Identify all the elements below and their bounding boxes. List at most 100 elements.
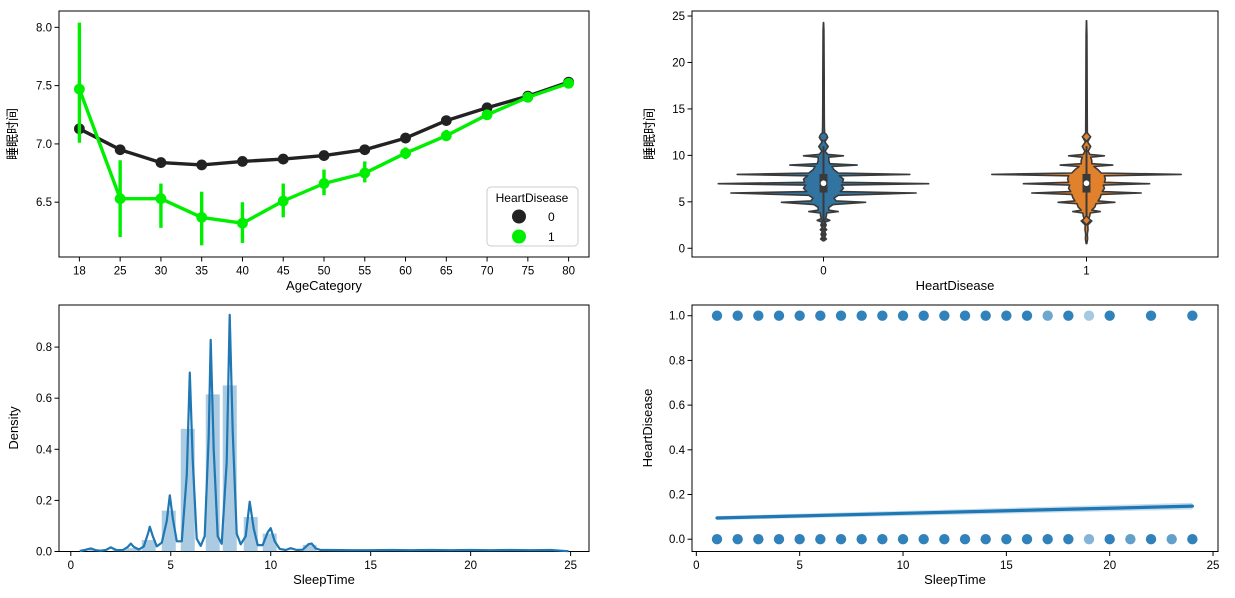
plot-content xyxy=(73,22,575,246)
scatter-point xyxy=(1063,310,1074,321)
histogram-bar xyxy=(302,544,317,552)
x-tick-label: 45 xyxy=(277,266,290,278)
data-point xyxy=(277,153,289,165)
scatter-point xyxy=(939,310,950,321)
y-axis-label: 睡眠时间 xyxy=(642,108,657,160)
y-tick-label: 0.2 xyxy=(669,490,685,502)
data-point xyxy=(400,132,411,144)
data-point xyxy=(237,217,248,229)
legend-label-0: 0 xyxy=(548,210,555,224)
data-point xyxy=(155,193,167,205)
scatter-point xyxy=(1187,310,1198,321)
x-tick-label: 10 xyxy=(264,560,277,572)
scatter-point xyxy=(939,534,950,545)
data-point xyxy=(114,193,126,205)
outlier-dot xyxy=(821,232,826,237)
violin-0 xyxy=(717,21,930,242)
scatter-row-y1 xyxy=(711,310,1198,321)
scatter-point xyxy=(918,310,929,321)
outlier-dot xyxy=(821,236,826,241)
legend-box xyxy=(486,186,579,247)
plot-content xyxy=(79,313,569,553)
x-axis-label: AgeCategory xyxy=(286,278,362,293)
legend-title: HeartDisease xyxy=(496,191,569,205)
chart-distplot-sleeptime-density: 0 5 10 15 20 25 0.0 0.2 0.4 0.6 0.8 SleepTime Dens… xyxy=(6,304,590,587)
scatter-point xyxy=(1001,310,1012,321)
scatter-point xyxy=(835,310,847,321)
scatter-point xyxy=(1021,534,1033,545)
scatter-point xyxy=(959,534,971,545)
data-point xyxy=(440,130,452,142)
x-tick-label: 40 xyxy=(236,266,249,278)
x-tick-label: 20 xyxy=(464,560,477,572)
x-axis-label: HeartDisease xyxy=(916,278,995,293)
scatter-point xyxy=(1125,534,1136,545)
data-point xyxy=(481,109,493,121)
y-tick-label: 0.0 xyxy=(36,547,52,559)
y-tick-label: 0.8 xyxy=(36,342,52,354)
scatter-point xyxy=(980,534,991,545)
scatter-point xyxy=(1042,534,1053,545)
outlier-dot xyxy=(821,218,826,223)
y-tick-label: 0.4 xyxy=(36,444,53,456)
scatter-point xyxy=(877,310,888,321)
scatter-point xyxy=(980,310,991,321)
y-axis-label: HeartDisease xyxy=(640,389,655,468)
x-tick-label: 1 xyxy=(1083,266,1089,278)
x-axis-label: SleepTime xyxy=(924,572,986,587)
x-tick-label: 0 xyxy=(820,266,826,278)
scatter-point xyxy=(1021,310,1033,321)
y-tick-label: 0.2 xyxy=(36,495,52,507)
scatter-point xyxy=(815,310,826,321)
x-tick-label: 15 xyxy=(364,560,377,572)
scatter-point xyxy=(897,534,909,545)
scatter-point xyxy=(1063,534,1074,545)
histogram-bar xyxy=(126,548,141,552)
data-point xyxy=(155,157,167,168)
data-point xyxy=(400,147,411,159)
data-point xyxy=(196,211,208,223)
scatter-point xyxy=(773,534,785,545)
violin-1 xyxy=(991,19,1182,245)
scatter-point xyxy=(959,310,971,321)
scatter-point xyxy=(1104,534,1115,545)
data-point xyxy=(522,91,534,103)
scatter-point xyxy=(794,310,805,321)
data-point xyxy=(114,144,126,156)
data-point xyxy=(563,77,575,89)
regression-line xyxy=(715,504,1194,520)
scatter-point xyxy=(732,310,743,321)
scatter-point xyxy=(1083,534,1095,545)
scatter-point xyxy=(1104,310,1115,321)
scatter-point xyxy=(897,310,909,321)
legend-label-1: 1 xyxy=(548,230,555,244)
scatter-point xyxy=(753,310,764,321)
x-tick-label: 50 xyxy=(318,266,331,278)
scatter-point xyxy=(856,534,867,545)
scatter-point xyxy=(711,310,723,321)
outlier-diamond xyxy=(1081,214,1092,226)
y-tick-label: 8.0 xyxy=(36,22,52,34)
scatter-point xyxy=(815,534,826,545)
kde-curve xyxy=(79,313,569,553)
x-tick-label: 25 xyxy=(114,266,127,278)
x-tick-label: 20 xyxy=(1103,560,1116,572)
y-tick-label: 6.5 xyxy=(36,197,52,209)
x-tick-label: 60 xyxy=(399,266,412,278)
scatter-point xyxy=(877,534,888,545)
legend-marker-1-icon xyxy=(512,229,526,244)
legend: HeartDisease 0 1 xyxy=(486,186,579,247)
data-point xyxy=(359,144,371,156)
x-tick-label: 0 xyxy=(693,560,699,572)
y-tick-label: 0.6 xyxy=(669,400,685,412)
y-axis-label: 睡眠时间 xyxy=(5,108,20,160)
scatter-point xyxy=(1083,310,1095,321)
data-point xyxy=(73,83,85,95)
data-point xyxy=(237,155,248,167)
scatter-point xyxy=(835,534,847,545)
data-point xyxy=(359,167,371,179)
x-tick-label: 35 xyxy=(195,266,208,278)
